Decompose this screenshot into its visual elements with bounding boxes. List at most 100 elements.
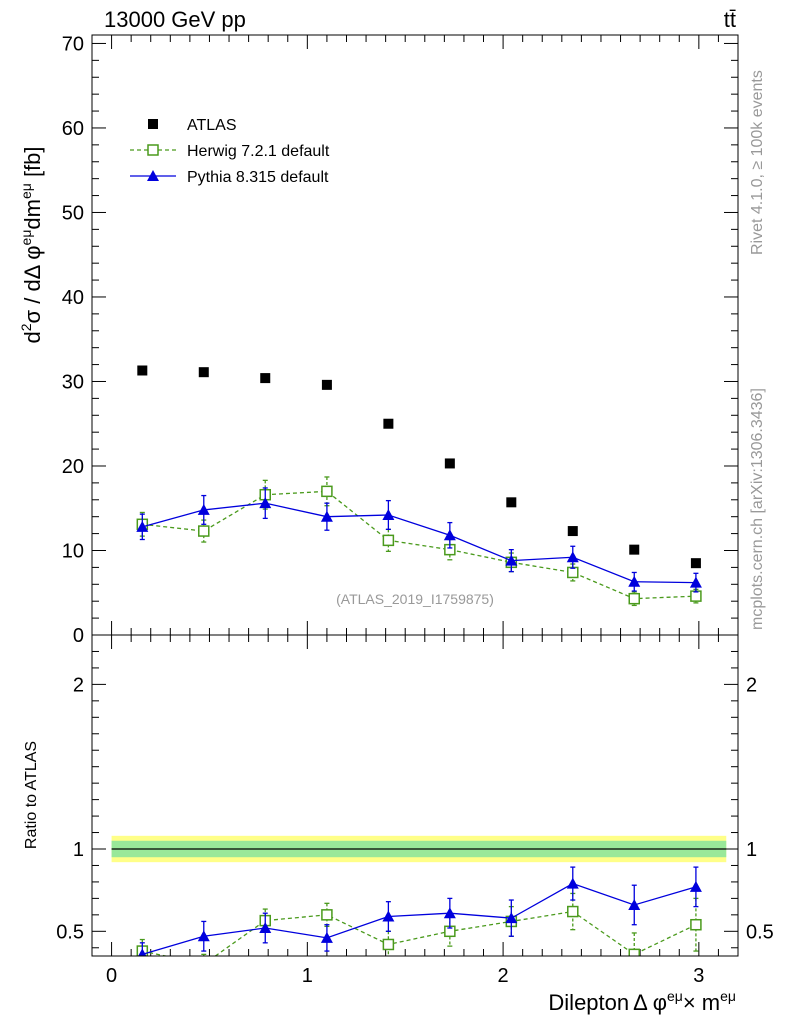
data-point-atlas [383, 418, 394, 429]
main-y-tick-label: 70 [62, 33, 84, 55]
data-point-herwig-7-2-1-default [321, 485, 333, 498]
ylabel-part-fb: [fb] [20, 146, 45, 183]
data-point-atlas [567, 526, 578, 537]
legend-entry-pythia: Pythia 8.315 default [130, 169, 329, 186]
data-point-pythia-8-315-default [320, 931, 333, 943]
xlabel-part-dilepton: Dilepton [548, 990, 629, 1015]
data-point-herwig-7-2-1-default [567, 905, 579, 918]
data-point-atlas [321, 379, 332, 390]
data-point-atlas [260, 373, 271, 384]
ylabel-part-dm: dm [20, 199, 45, 230]
xlabel-part-times-m: × m [683, 990, 720, 1015]
x-tick-label: 3 [693, 965, 704, 987]
process-label: tt̄ [724, 7, 736, 32]
main-y-tick-label: 40 [62, 287, 84, 309]
data-point-herwig-7-2-1-default [382, 938, 395, 951]
xlabel-part-emu2: eμ [720, 988, 736, 1004]
legend-label-atlas: ATLAS [187, 117, 237, 134]
data-point-pythia-8-315-default [197, 503, 210, 515]
main-axes: 0 10 20 30 40 50 60 70 [62, 33, 739, 647]
main-y-tick-label: 20 [62, 456, 84, 478]
analysis-id-label: (ATLAS_2019_I1759875) [336, 591, 494, 607]
data-point-pythia-8-315-default [505, 554, 518, 566]
ylabel-part-emu2: eμ [18, 183, 34, 199]
data-point-herwig-7-2-1-default [321, 909, 333, 921]
main-y-tick-label: 30 [62, 371, 84, 393]
ratio-y-tick-label-right: 0.5 [746, 921, 774, 943]
ratio-y-axis-label: Ratio to ATLAS [23, 741, 40, 849]
rivet-version-label: Rivet 4.1.0, ≥ 100k events [749, 70, 766, 255]
data-point-pythia-8-315-default [566, 877, 579, 889]
energy-label: 13000 GeV pp [104, 7, 246, 32]
legend-entry-atlas: ATLAS [148, 117, 237, 134]
x-tick-label: 1 [302, 965, 313, 987]
ylabel-part-2: 2 [18, 323, 34, 331]
data-point-pythia-8-315-default [443, 529, 456, 541]
ylabel-part-emu1: eμ [18, 230, 34, 246]
series-line-herwig-7-2-1-default [142, 490, 696, 600]
data-point-pythia-8-315-default [566, 551, 579, 563]
data-point-herwig-7-2-1-default [628, 948, 640, 956]
legend-marker-herwig [147, 144, 159, 156]
data-point-herwig-7-2-1-default [690, 918, 702, 931]
mcplots-label: mcplots.cern.ch [arXiv:1306.3436] [749, 388, 766, 630]
data-point-herwig-7-2-1-default [198, 525, 210, 537]
main-y-tick-label: 50 [62, 202, 84, 224]
data-point-herwig-7-2-1-default [628, 592, 640, 605]
main-y-tick-label: 10 [62, 540, 84, 562]
main-y-axis-label: d2σ / dΔ φeμdmeμ [fb] [18, 146, 45, 343]
legend-label-herwig: Herwig 7.2.1 default [187, 143, 330, 160]
series-line-herwig-7-2-1-default [142, 910, 697, 956]
legend-entry-herwig: Herwig 7.2.1 default [130, 143, 330, 160]
ratio-y-tick-label: 2 [73, 674, 84, 696]
data-point-atlas [690, 558, 701, 569]
data-point-pythia-8-315-default [628, 898, 641, 910]
legend: ATLAS Herwig 7.2.1 default Pythia 8.315 … [130, 117, 330, 186]
data-point-pythia-8-315-default [259, 922, 272, 934]
data-point-pythia-8-315-default [382, 910, 395, 922]
legend-marker-atlas [148, 119, 158, 129]
data-point-pythia-8-315-default [259, 497, 272, 509]
main-y-tick-label: 60 [62, 118, 84, 140]
legend-label-pythia: Pythia 8.315 default [187, 169, 329, 186]
ylabel-part-d: d [20, 331, 45, 343]
data-point-herwig-7-2-1-default [567, 566, 579, 579]
xlabel-part-emu1: eμ [667, 988, 683, 1004]
data-point-pythia-8-315-default [689, 880, 702, 892]
ratio-uncertainty-band [111, 835, 727, 863]
data-point-pythia-8-315-default [505, 912, 518, 924]
data-point-pythia-8-315-default [138, 948, 147, 956]
data-point-pythia-8-315-default [197, 930, 210, 942]
series-line-pythia-8-315-default [142, 502, 696, 584]
ratio-y-tick-label: 1 [73, 839, 84, 861]
ratio-y-tick-label-right: 1 [746, 839, 757, 861]
data-point-pythia-8-315-default [320, 510, 333, 522]
xlabel-part-dphi: Δ φ [633, 990, 667, 1015]
ratio-y-tick-label: 0.5 [56, 921, 84, 943]
data-point-atlas [506, 497, 517, 508]
x-axis-label: Dilepton Δ φeμ× meμ [548, 988, 736, 1015]
ylabel-part-sigma: σ / dΔ φ [20, 245, 45, 323]
x-tick-label: 2 [498, 965, 509, 987]
ratio-frame [91, 634, 739, 957]
data-point-pythia-8-315-default [689, 576, 702, 588]
data-point-herwig-7-2-1-default [690, 590, 702, 602]
x-tick-label: 0 [106, 965, 117, 987]
data-point-pythia-8-315-default [136, 520, 149, 532]
data-point-herwig-7-2-1-default [199, 959, 209, 969]
ratio-axes: 0 1 2 3 0.5 0.5 1 1 2 2 [56, 634, 774, 987]
data-point-atlas [137, 365, 148, 376]
main-y-tick-label: 0 [73, 625, 84, 647]
main-plot-area [136, 365, 702, 607]
data-point-atlas [198, 367, 209, 378]
data-point-herwig-7-2-1-default [382, 534, 395, 547]
data-point-atlas [629, 544, 640, 555]
legend-marker-pythia [147, 170, 159, 181]
data-point-pythia-8-315-default [628, 575, 641, 587]
ratio-plot-area [136, 866, 702, 969]
data-point-pythia-8-315-default [382, 509, 395, 520]
ratio-y-tick-label-right: 2 [746, 674, 757, 696]
series-line-pythia-8-315-default [142, 882, 697, 955]
data-point-pythia-8-315-default [443, 907, 456, 919]
